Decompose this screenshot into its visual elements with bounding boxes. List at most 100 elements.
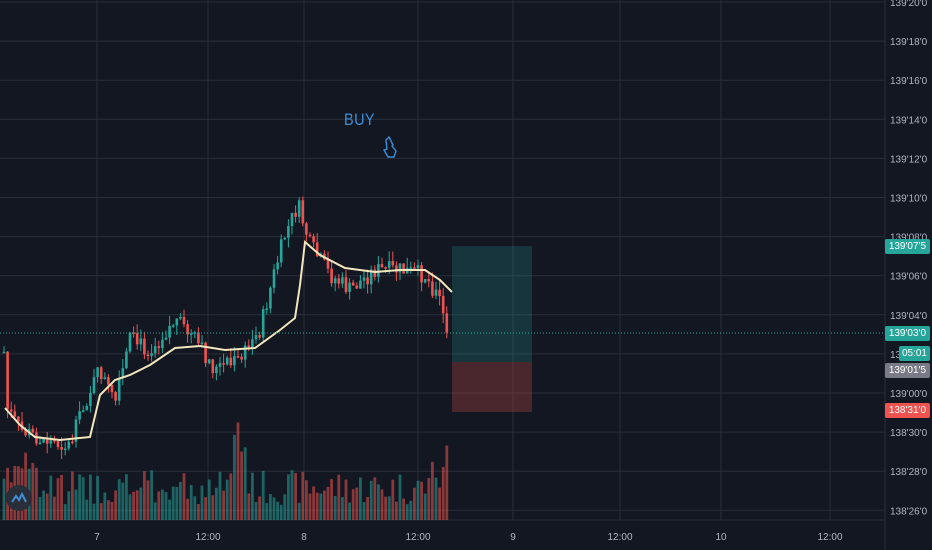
long-position-tool[interactable] — [452, 246, 532, 412]
volume-bar — [287, 474, 290, 520]
volume-bar — [395, 501, 398, 520]
y-tick-label: 139'12'0 — [890, 154, 928, 165]
candle-body — [135, 333, 139, 345]
candle-body — [204, 342, 207, 364]
moving-average-line — [4, 240, 453, 442]
candle-body — [341, 277, 344, 284]
candle-body — [78, 411, 81, 420]
candle-body — [333, 278, 337, 284]
candle-body — [240, 356, 243, 360]
volume-bar — [423, 493, 427, 520]
candle-body — [384, 267, 387, 269]
volume-bar — [438, 487, 441, 520]
volume-bar — [319, 493, 323, 520]
candle-body — [438, 289, 441, 296]
candle-body — [427, 279, 431, 282]
candle-body — [164, 337, 168, 340]
volume-bar — [236, 422, 240, 520]
volume-bar — [38, 497, 42, 520]
candle-body — [247, 345, 251, 348]
x-tick-label: 12:00 — [607, 532, 632, 543]
volume-bar — [312, 486, 315, 520]
candle-body — [373, 269, 377, 277]
volume-bar — [42, 490, 45, 520]
volume-bar — [117, 479, 121, 520]
volume-bar — [49, 475, 53, 520]
volume-bar — [168, 499, 171, 520]
volume-bar — [402, 498, 405, 520]
candle-body — [42, 438, 45, 443]
candle-body — [229, 357, 233, 366]
candle-body — [434, 289, 438, 296]
candle-body — [413, 267, 416, 269]
volume-bar — [35, 467, 38, 520]
tradingview-logo[interactable] — [6, 485, 32, 511]
candle-body — [107, 377, 110, 385]
x-axis[interactable]: 7 12:00 8 12:00 9 12:00 10 12:00 — [94, 532, 843, 543]
candle-body — [67, 441, 71, 449]
candle-body — [96, 367, 99, 378]
candle-body — [359, 280, 362, 289]
volume-bar — [114, 490, 117, 520]
volume-bar — [272, 497, 276, 520]
volume-bar — [362, 502, 366, 520]
candle-body — [49, 440, 53, 444]
volume-bar — [222, 490, 225, 520]
volume-bar — [45, 493, 49, 520]
candle-body — [344, 277, 348, 293]
candle-body — [272, 269, 276, 288]
candle-body — [168, 325, 171, 338]
candle-body — [283, 237, 287, 240]
volume-bar — [431, 461, 434, 520]
volume-bar — [139, 487, 143, 520]
volume-bar — [434, 477, 438, 520]
y-tick-label: 139'04'0 — [890, 311, 928, 322]
candle-body — [269, 287, 272, 309]
loss-zone — [452, 362, 532, 412]
volume-bar — [366, 496, 369, 520]
candle-body — [402, 263, 405, 274]
volume-bar — [276, 501, 279, 520]
candle-body — [330, 268, 333, 284]
candle-body — [175, 318, 179, 326]
volume-bar — [143, 471, 146, 520]
candle-body — [45, 438, 49, 444]
candle-body — [193, 332, 197, 334]
volume-bar — [251, 472, 254, 520]
volume-bar — [96, 475, 99, 520]
candle-body — [431, 281, 434, 296]
candle-body — [409, 267, 413, 269]
candle-body — [146, 354, 150, 357]
volume-bar — [441, 466, 445, 520]
countdown-text: 05:01 — [901, 348, 927, 359]
volume-bar — [74, 489, 78, 520]
candle-body — [110, 384, 114, 392]
candle-body — [395, 265, 398, 273]
candle-body — [416, 265, 420, 269]
volume-bar — [225, 479, 229, 520]
volume-bar — [337, 474, 341, 520]
volume-bar — [171, 486, 175, 520]
x-tick-label: 10 — [715, 532, 727, 543]
volume-bar — [71, 471, 74, 520]
volume-bar — [315, 492, 319, 520]
candle-body — [287, 225, 290, 238]
logo-icon — [11, 492, 27, 503]
candle-body — [2, 351, 6, 354]
volume-bar — [305, 480, 308, 520]
volume-bar — [153, 502, 157, 520]
candle-body — [125, 351, 128, 369]
volume-bar — [233, 434, 236, 520]
candle-body — [312, 236, 315, 243]
volume-bar — [344, 479, 348, 520]
volume-bar — [445, 445, 449, 520]
volume-bar — [243, 447, 247, 520]
candle-body — [114, 391, 117, 401]
candle-body — [290, 212, 294, 226]
y-axis[interactable]: 139'20'0 139'18'0 139'16'0 139'14'0 139'12'0… — [890, 0, 928, 517]
y-tick-label: 139'08'0 — [890, 233, 928, 244]
x-tick-label: 7 — [94, 532, 100, 543]
candle-body — [233, 356, 236, 366]
volume-bar — [175, 486, 179, 520]
